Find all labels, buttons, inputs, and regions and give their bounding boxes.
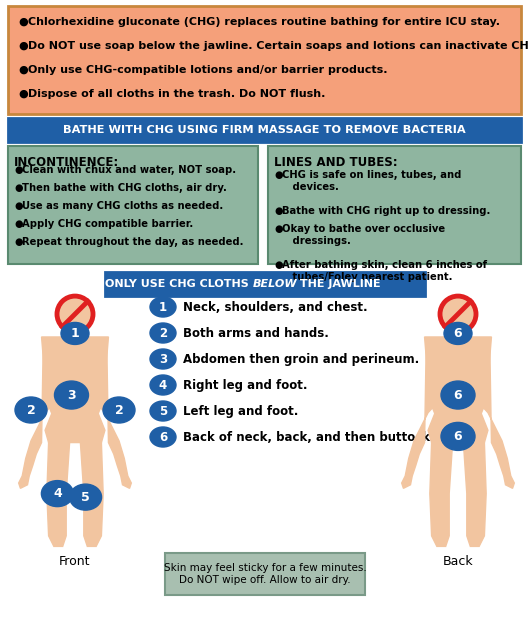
Polygon shape bbox=[425, 337, 491, 414]
Text: 6: 6 bbox=[159, 430, 167, 444]
Text: LINES AND TUBES:: LINES AND TUBES: bbox=[274, 156, 398, 169]
Ellipse shape bbox=[150, 297, 176, 317]
Ellipse shape bbox=[54, 381, 88, 409]
Text: 3: 3 bbox=[67, 388, 76, 402]
Ellipse shape bbox=[69, 484, 102, 510]
Polygon shape bbox=[430, 440, 454, 546]
Ellipse shape bbox=[150, 375, 176, 395]
Ellipse shape bbox=[441, 422, 475, 450]
Text: ●: ● bbox=[14, 165, 23, 175]
Ellipse shape bbox=[62, 300, 87, 328]
Text: 2: 2 bbox=[159, 327, 167, 339]
Text: Right leg and foot.: Right leg and foot. bbox=[183, 379, 307, 392]
Text: Clean with chux and water, NOT soap.: Clean with chux and water, NOT soap. bbox=[22, 165, 236, 175]
Text: ONLY USE CHG CLOTHS: ONLY USE CHG CLOTHS bbox=[105, 279, 253, 289]
Text: Repeat throughout the day, as needed.: Repeat throughout the day, as needed. bbox=[22, 237, 243, 247]
Text: After bathing skin, clean 6 inches of
   tubes/Foley nearest patient.: After bathing skin, clean 6 inches of tu… bbox=[282, 260, 487, 281]
Text: Dispose of all cloths in the trash. Do NOT flush.: Dispose of all cloths in the trash. Do N… bbox=[28, 89, 325, 99]
Text: 5: 5 bbox=[159, 404, 167, 417]
Polygon shape bbox=[461, 440, 486, 546]
Text: Both arms and hands.: Both arms and hands. bbox=[183, 327, 329, 339]
Text: Chlorhexidine gluconate (CHG) replaces routine bathing for entire ICU stay.: Chlorhexidine gluconate (CHG) replaces r… bbox=[28, 17, 500, 27]
Ellipse shape bbox=[15, 397, 47, 423]
Text: 6: 6 bbox=[454, 430, 462, 443]
Text: THE JAWLINE: THE JAWLINE bbox=[296, 279, 381, 289]
Text: ●: ● bbox=[274, 260, 282, 270]
FancyBboxPatch shape bbox=[8, 146, 258, 264]
Text: Skin may feel sticky for a few minutes.
Do NOT wipe off. Allow to air dry.: Skin may feel sticky for a few minutes. … bbox=[163, 564, 367, 585]
Polygon shape bbox=[402, 339, 439, 488]
Bar bbox=[451, 327, 465, 339]
Text: 6: 6 bbox=[454, 388, 462, 402]
Ellipse shape bbox=[150, 427, 176, 447]
Text: 2: 2 bbox=[26, 404, 35, 417]
Text: Apply CHG compatible barrier.: Apply CHG compatible barrier. bbox=[22, 219, 193, 229]
Ellipse shape bbox=[445, 300, 470, 328]
Circle shape bbox=[440, 296, 476, 332]
Polygon shape bbox=[19, 339, 56, 488]
Text: 5: 5 bbox=[81, 491, 90, 504]
Bar bbox=[68, 327, 82, 339]
FancyBboxPatch shape bbox=[105, 272, 425, 296]
Text: ●: ● bbox=[14, 219, 23, 229]
Text: CHG is safe on lines, tubes, and
   devices.: CHG is safe on lines, tubes, and devices… bbox=[282, 170, 461, 192]
Polygon shape bbox=[428, 413, 488, 442]
Ellipse shape bbox=[150, 323, 176, 343]
Text: 2: 2 bbox=[115, 404, 123, 417]
Text: Abdomen then groin and perineum.: Abdomen then groin and perineum. bbox=[183, 352, 419, 366]
Text: 1: 1 bbox=[159, 301, 167, 314]
FancyBboxPatch shape bbox=[165, 553, 365, 595]
Ellipse shape bbox=[103, 397, 135, 423]
Text: Back of neck, back, and then buttocks.: Back of neck, back, and then buttocks. bbox=[183, 430, 442, 444]
Text: 6: 6 bbox=[454, 327, 462, 340]
Ellipse shape bbox=[441, 381, 475, 409]
Ellipse shape bbox=[444, 323, 472, 345]
Ellipse shape bbox=[41, 480, 74, 507]
Text: 3: 3 bbox=[159, 352, 167, 366]
FancyBboxPatch shape bbox=[268, 146, 521, 264]
Text: ●: ● bbox=[14, 183, 23, 193]
Text: ●: ● bbox=[18, 65, 28, 75]
Text: Only use CHG-compatible lotions and/or barrier products.: Only use CHG-compatible lotions and/or b… bbox=[28, 65, 388, 75]
Text: Neck, shoulders, and chest.: Neck, shoulders, and chest. bbox=[183, 301, 368, 314]
Text: BATHE WITH CHG USING FIRM MASSAGE TO REMOVE BACTERIA: BATHE WITH CHG USING FIRM MASSAGE TO REM… bbox=[63, 125, 466, 135]
Polygon shape bbox=[45, 413, 105, 442]
FancyBboxPatch shape bbox=[8, 118, 521, 142]
Text: 4: 4 bbox=[159, 379, 167, 392]
Text: 4: 4 bbox=[53, 487, 62, 500]
Polygon shape bbox=[47, 440, 71, 546]
Ellipse shape bbox=[150, 349, 176, 369]
Text: Left leg and foot.: Left leg and foot. bbox=[183, 404, 298, 417]
Text: Front: Front bbox=[59, 555, 91, 568]
Text: INCONTINENCE:: INCONTINENCE: bbox=[14, 156, 119, 169]
Text: ●: ● bbox=[274, 224, 282, 234]
Text: Use as many CHG cloths as needed.: Use as many CHG cloths as needed. bbox=[22, 201, 223, 211]
Text: ●: ● bbox=[14, 201, 23, 211]
Text: BELOW: BELOW bbox=[253, 279, 298, 289]
Text: Bathe with CHG right up to dressing.: Bathe with CHG right up to dressing. bbox=[282, 206, 490, 216]
Text: Okay to bathe over occlusive
   dressings.: Okay to bathe over occlusive dressings. bbox=[282, 224, 445, 245]
Polygon shape bbox=[42, 337, 108, 414]
Polygon shape bbox=[78, 440, 103, 546]
Polygon shape bbox=[94, 339, 131, 488]
FancyBboxPatch shape bbox=[8, 6, 521, 114]
Text: ●: ● bbox=[18, 41, 28, 51]
Text: Then bathe with CHG cloths, air dry.: Then bathe with CHG cloths, air dry. bbox=[22, 183, 227, 193]
Text: Do NOT use soap below the jawline. Certain soaps and lotions can inactivate CHG.: Do NOT use soap below the jawline. Certa… bbox=[28, 41, 529, 51]
Ellipse shape bbox=[61, 323, 89, 345]
Polygon shape bbox=[477, 339, 514, 488]
Text: 1: 1 bbox=[71, 327, 79, 340]
Text: ●: ● bbox=[18, 17, 28, 27]
Text: ●: ● bbox=[274, 206, 282, 216]
Text: ●: ● bbox=[18, 89, 28, 99]
Text: ●: ● bbox=[274, 170, 282, 180]
Text: Back: Back bbox=[443, 555, 473, 568]
Text: ●: ● bbox=[14, 237, 23, 247]
Circle shape bbox=[57, 296, 93, 332]
Ellipse shape bbox=[150, 401, 176, 421]
